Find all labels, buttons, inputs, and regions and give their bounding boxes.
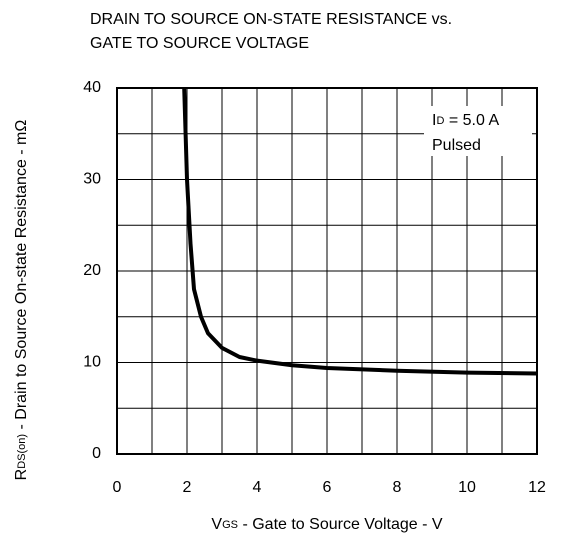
annotation-part: = 5.0 A — [444, 112, 499, 129]
annotation-part: I — [432, 112, 436, 129]
y-tick-label: 30 — [83, 171, 101, 188]
x-tick-label: 12 — [528, 479, 546, 496]
y-tick-label: 0 — [92, 445, 101, 462]
y-axis-label: RDS(on) - Drain to Source On-state Resis… — [13, 120, 30, 481]
plot-border — [116, 87, 538, 455]
x-tick-label: 10 — [458, 479, 476, 496]
y-tick-label: 10 — [83, 354, 101, 371]
x-tick-label: 0 — [113, 479, 122, 496]
annotation-part: D — [436, 115, 444, 127]
x-tick-label: 8 — [393, 479, 402, 496]
y-tick-label: 20 — [83, 262, 101, 279]
chart-title: DRAIN TO SOURCE ON-STATE RESISTANCE vs. — [90, 11, 452, 28]
data-line — [182, 87, 538, 376]
x-tick-label: 4 — [253, 479, 262, 496]
annotation: Pulsed — [432, 137, 481, 154]
x-tick-label: 6 — [323, 479, 332, 496]
x-tick-label: 2 — [183, 479, 192, 496]
y-tick-label: 40 — [83, 79, 101, 96]
annotation-box — [424, 106, 532, 156]
annotation: ID = 5.0 A — [432, 112, 499, 129]
chart-title: GATE TO SOURCE VOLTAGE — [90, 35, 309, 52]
x-axis-label: VGS - Gate to Source Voltage - V — [211, 516, 442, 533]
